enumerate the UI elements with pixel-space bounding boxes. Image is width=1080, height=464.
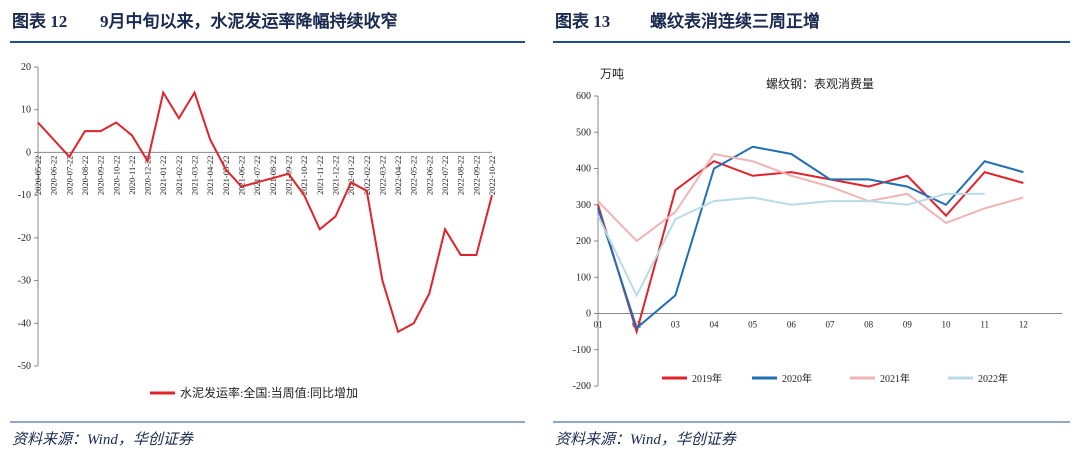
x-tick-label: 2021-11-22 — [315, 155, 325, 194]
source: 资料来源：Wind，华创证券 — [12, 431, 194, 448]
x-tick-label: 03 — [671, 320, 681, 330]
figure-label: 图表 12 — [12, 11, 67, 31]
y-tick-label: 0 — [26, 147, 31, 158]
y-tick-label: 200 — [576, 236, 591, 247]
x-tick-label: 2022-08-22 — [456, 155, 466, 195]
chart-subtitle: 螺纹钢：表观消费量 — [766, 77, 874, 91]
x-tick-label: 2022-04-22 — [393, 155, 403, 195]
x-tick-label: 2021-07-22 — [252, 155, 262, 195]
series-line — [597, 152, 1024, 243]
x-tick-label: 04 — [710, 320, 720, 330]
x-tick-label: 2020-08-22 — [80, 155, 90, 195]
x-tick-label: 09 — [903, 320, 913, 330]
x-tick-label: 11 — [980, 320, 989, 330]
series-line — [37, 90, 493, 334]
y-tick-label: 0 — [586, 309, 591, 320]
y-axis-label: 万吨 — [600, 67, 624, 81]
y-tick-label: -50 — [18, 361, 31, 372]
x-tick-label: 2021-02-22 — [174, 155, 184, 195]
x-tick-label: 2021-12-22 — [330, 155, 340, 195]
x-tick-label: 2022-07-22 — [440, 155, 450, 195]
figure-title: 螺纹表消连续三周正增 — [650, 11, 820, 31]
x-tick-label: 10 — [942, 320, 952, 330]
series-line — [597, 192, 985, 298]
x-tick-label: 2021-01-22 — [158, 155, 168, 195]
y-tick-label: 400 — [576, 164, 591, 175]
figure-label: 图表 13 — [555, 11, 610, 31]
x-tick-label: 07 — [826, 320, 836, 330]
x-tick-label: 2022-05-22 — [409, 155, 419, 195]
x-tick-label: 06 — [787, 320, 797, 330]
x-tick-label: 01 — [594, 320, 603, 330]
y-tick-label: -100 — [573, 345, 591, 356]
legend-label: 2019年 — [692, 372, 722, 385]
y-tick-label: 600 — [576, 91, 591, 102]
x-tick-label: 05 — [748, 320, 758, 330]
x-tick-label: 2020-09-22 — [96, 155, 106, 195]
figure-title: 9月中旬以来，水泥发运率降幅持续收窄 — [100, 11, 398, 31]
x-tick-label: 2020-06-22 — [49, 155, 59, 195]
y-tick-label: 10 — [21, 105, 31, 116]
x-tick-label: 02 — [632, 320, 641, 330]
x-tick-label: 12 — [1019, 320, 1028, 330]
x-tick-label: 2021-03-22 — [190, 155, 200, 195]
y-tick-label: -30 — [18, 276, 31, 287]
series-line — [597, 160, 1024, 336]
y-tick-label: -200 — [573, 381, 591, 392]
legend-label: 2022年 — [978, 372, 1008, 385]
y-tick-label: -40 — [18, 318, 31, 329]
legend-label: 2021年 — [880, 372, 910, 385]
x-tick-label: 2021-08-22 — [268, 155, 278, 195]
x-tick-label: 2021-10-22 — [299, 155, 309, 195]
y-tick-label: -10 — [18, 190, 31, 201]
x-tick-label: 2022-10-22 — [487, 155, 497, 195]
x-tick-label: 2020-11-22 — [127, 155, 137, 194]
legend-label: 水泥发运率:全国:当周值:同比增加 — [180, 385, 358, 400]
y-tick-label: 300 — [576, 200, 591, 211]
source: 资料来源：Wind，华创证券 — [555, 431, 737, 448]
y-tick-label: -20 — [18, 233, 31, 244]
x-tick-label: 2020-07-22 — [64, 155, 74, 195]
x-tick-label: 2022-06-22 — [424, 155, 434, 195]
x-tick-label: 2022-09-22 — [471, 155, 481, 195]
x-tick-label: 2021-05-22 — [221, 155, 231, 195]
series-line — [597, 145, 1024, 330]
x-tick-label: 2020-10-22 — [111, 155, 121, 195]
x-tick-label: 2022-02-22 — [362, 155, 372, 195]
x-tick-label: 2022-03-22 — [377, 155, 387, 195]
y-tick-label: 500 — [576, 127, 591, 138]
x-tick-label: 2021-04-22 — [205, 155, 215, 195]
x-tick-label: 08 — [864, 320, 874, 330]
x-tick-label: 2022-01-22 — [346, 155, 356, 195]
y-tick-label: 20 — [21, 62, 31, 73]
x-tick-label: 2020-05-22 — [33, 155, 43, 195]
x-tick-label: 2020-12-22 — [143, 155, 153, 195]
y-tick-label: 100 — [576, 272, 591, 283]
x-tick-label: 2021-06-22 — [237, 155, 247, 195]
legend-label: 2020年 — [782, 372, 812, 385]
